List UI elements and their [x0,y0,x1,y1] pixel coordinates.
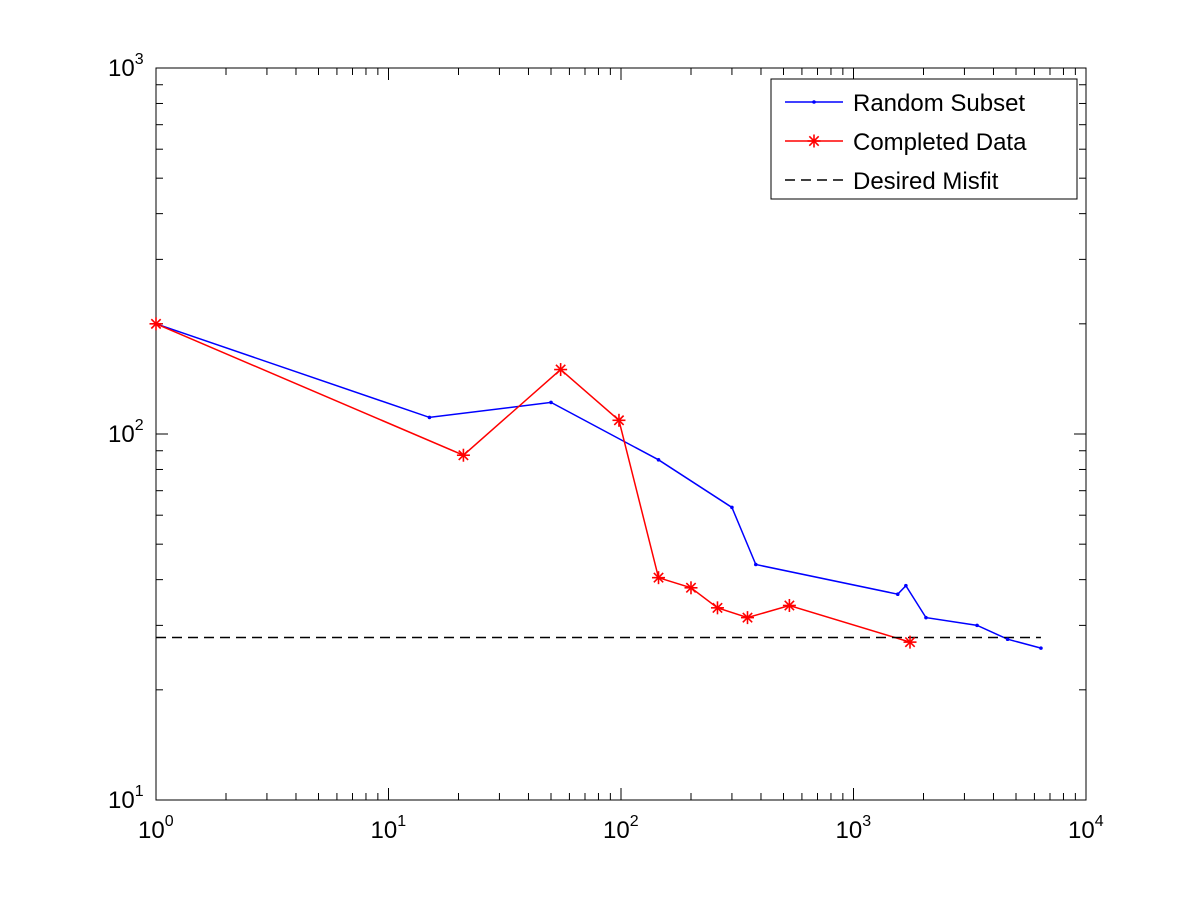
data-point-dot [924,615,928,620]
legend-label: Random Subset [853,90,1025,117]
data-point-dot [730,505,734,510]
y-tick-label: 103 [108,51,144,82]
legend: Random Subset Completed Data Desired Misfi… [770,78,1078,200]
data-point-dot [812,100,816,104]
x-tick-label: 103 [836,813,872,844]
x-tick-label: 101 [371,813,407,844]
y-tick-label: 101 [108,783,144,814]
x-tick-label: 102 [603,813,639,844]
legend-label: Completed Data [853,129,1027,156]
data-point-dot [895,592,900,597]
data-point-dot [904,583,908,588]
data-point-star [782,598,796,612]
data-point-dot [753,562,758,567]
data-point-star [710,601,724,615]
data-point-star [684,581,698,595]
x-tick-label: 100 [138,813,174,844]
data-point-dot [1005,637,1010,642]
data-point-dot [427,415,432,420]
x-tick-label: 104 [1068,813,1104,844]
legend-box [770,78,1078,200]
legend-label: Desired Misfit [853,168,999,195]
ticks [155,67,1087,801]
data-point-dot [1039,646,1043,650]
data-point-dot [656,458,661,462]
data-point-star [652,571,666,585]
series-line-random-subset [155,323,1042,649]
data-point-star [554,363,568,377]
data-point-star [149,317,163,331]
data-point-star [456,448,470,462]
data-point-star [903,635,917,649]
data-point-dot [975,623,979,628]
series-line-completed-data [155,323,911,643]
data-point-star [807,134,821,148]
markers [149,317,1043,650]
y-tick-label: 102 [108,417,144,448]
data-point-dot [549,400,553,405]
series-lines [155,323,1042,649]
data-point-star [740,611,754,625]
data-point-star [612,413,626,427]
